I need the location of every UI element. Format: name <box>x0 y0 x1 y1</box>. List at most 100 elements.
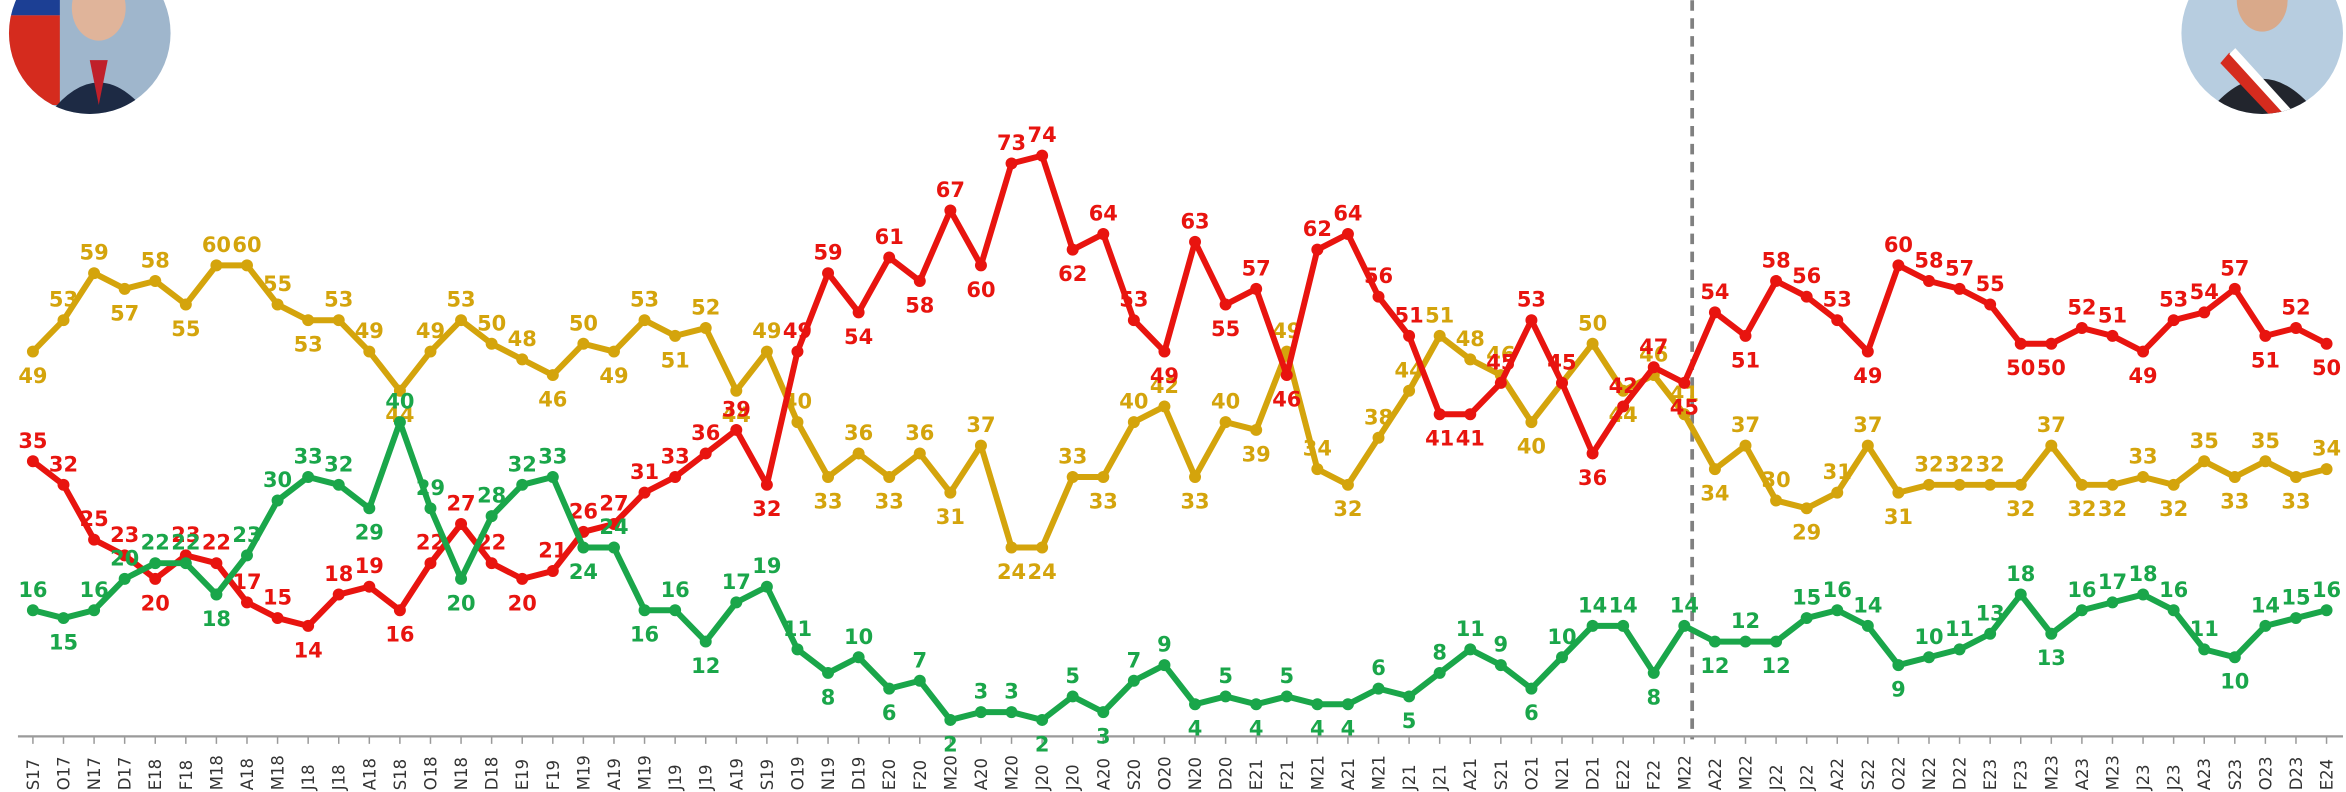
data-label: 54 <box>2190 280 2219 304</box>
data-point <box>302 470 315 483</box>
data-point <box>1984 478 1997 491</box>
data-label: 59 <box>80 241 109 265</box>
data-point <box>393 416 406 429</box>
data-point <box>516 478 529 491</box>
data-point <box>577 541 590 554</box>
data-label: 42 <box>1609 374 1638 398</box>
data-label: 22 <box>202 531 231 555</box>
data-label: 54 <box>844 325 873 349</box>
data-label: 11 <box>2190 617 2219 641</box>
data-label: 4 <box>1310 717 1325 741</box>
data-label: 16 <box>2312 578 2341 602</box>
x-tick-label: S20 <box>1125 759 1144 790</box>
x-tick-label: O22 <box>1889 756 1908 790</box>
data-point <box>699 322 712 335</box>
data-label: 24 <box>997 560 1026 584</box>
data-label: 48 <box>1456 327 1485 351</box>
x-tick-label: E20 <box>880 759 899 790</box>
data-label: 19 <box>752 554 781 578</box>
x-tick-label: E18 <box>146 759 165 790</box>
x-tick-label: J22 <box>1767 764 1786 791</box>
data-point <box>669 604 682 617</box>
data-label: 36 <box>905 421 934 445</box>
data-label: 53 <box>49 288 78 312</box>
data-label: 37 <box>1853 413 1882 437</box>
x-tick-label: A18 <box>238 758 257 790</box>
data-point <box>332 314 345 327</box>
x-tick-label: M22 <box>1675 755 1694 790</box>
data-point <box>179 557 192 570</box>
data-label: 54 <box>1700 280 1729 304</box>
x-tick-label: N18 <box>452 757 471 790</box>
data-point <box>699 447 712 460</box>
x-tick-label: F21 <box>1278 760 1297 790</box>
data-point <box>546 470 559 483</box>
x-tick-label: D17 <box>116 757 135 791</box>
data-label: 40 <box>1119 390 1148 414</box>
x-tick-label: N22 <box>1920 757 1939 790</box>
data-point <box>1066 243 1079 256</box>
x-tick-label: S18 <box>391 759 410 790</box>
data-label: 16 <box>661 578 690 602</box>
data-label: 62 <box>1058 262 1087 286</box>
x-tick-label: M21 <box>1369 755 1388 790</box>
data-point <box>271 612 284 625</box>
data-point <box>2198 455 2211 468</box>
data-point <box>1525 314 1538 327</box>
data-point <box>1800 502 1813 515</box>
data-label: 49 <box>599 364 628 388</box>
data-point <box>1556 376 1568 389</box>
data-label: 52 <box>2067 296 2096 320</box>
data-point <box>210 557 223 570</box>
data-label: 30 <box>1762 468 1791 492</box>
data-label: 10 <box>1547 625 1576 649</box>
x-tick-label: E24 <box>2318 759 2337 790</box>
data-label: 5 <box>1279 664 1294 688</box>
portrait-right <box>2181 0 2344 114</box>
data-point <box>1770 275 1783 287</box>
x-tick-label: M19 <box>636 755 655 790</box>
data-label: 35 <box>18 429 47 453</box>
data-point <box>1678 619 1691 632</box>
data-label: 53 <box>2159 288 2188 312</box>
data-label: 27 <box>599 492 628 516</box>
data-label: 40 <box>1211 390 1240 414</box>
data-point <box>760 580 773 593</box>
data-point <box>944 486 957 499</box>
data-label: 26 <box>569 499 598 523</box>
data-label: 7 <box>912 648 927 672</box>
data-point <box>1403 690 1416 703</box>
data-label: 49 <box>2128 364 2157 388</box>
data-point <box>669 329 682 342</box>
data-point <box>2106 596 2119 609</box>
data-point <box>577 337 590 350</box>
x-tick-label: A20 <box>972 758 991 790</box>
data-point <box>852 306 865 319</box>
data-label: 16 <box>630 623 659 647</box>
data-point <box>1189 235 1202 248</box>
x-tick-label: J22 <box>1798 764 1817 791</box>
data-point <box>118 572 131 585</box>
x-tick-label: M18 <box>207 755 226 790</box>
data-label: 32 <box>1945 452 1974 476</box>
x-tick-label: A22 <box>1706 758 1725 790</box>
data-label: 58 <box>141 249 170 273</box>
data-point <box>1097 227 1110 240</box>
data-point <box>1433 666 1446 679</box>
data-label: 17 <box>232 570 261 594</box>
data-point <box>332 478 345 491</box>
x-tick-label: J19 <box>697 764 716 791</box>
data-label: 59 <box>813 241 842 265</box>
data-label: 16 <box>385 623 414 647</box>
data-label: 35 <box>2190 429 2219 453</box>
data-point <box>913 674 926 687</box>
data-point <box>1311 463 1324 476</box>
data-point <box>1586 337 1599 350</box>
x-tick-label: D20 <box>1217 757 1236 791</box>
data-label: 51 <box>1425 303 1454 327</box>
data-label: 49 <box>752 319 781 343</box>
data-point <box>57 478 70 491</box>
data-point <box>1678 408 1691 421</box>
data-label: 23 <box>110 523 139 547</box>
series-line <box>30 262 2328 551</box>
